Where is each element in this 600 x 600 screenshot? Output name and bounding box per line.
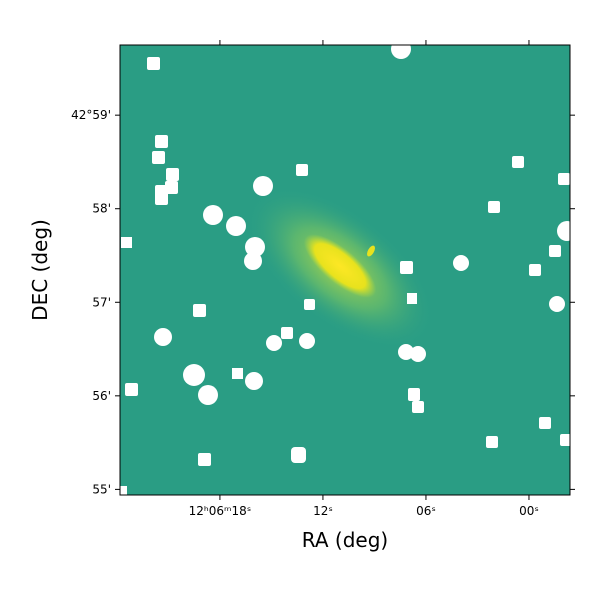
- mask: [120, 486, 127, 495]
- mask: [560, 434, 570, 446]
- mask: [166, 168, 179, 181]
- y-tick-label: 56': [92, 389, 111, 403]
- y-tick-label: 55': [92, 482, 111, 496]
- y-tick-label: 58': [92, 202, 111, 216]
- y-tick-label: 57': [92, 295, 111, 309]
- mask: [558, 173, 570, 185]
- mask: [203, 205, 223, 225]
- mask: [232, 368, 243, 379]
- mask: [557, 221, 570, 241]
- x-tick-label: 12ˢ: [313, 504, 333, 518]
- mask: [304, 299, 315, 310]
- satellite: [367, 245, 375, 257]
- y-axis-label: DEC (deg): [28, 219, 52, 321]
- mask: [529, 264, 541, 276]
- mask: [152, 151, 165, 164]
- mask: [410, 346, 426, 362]
- mask: [412, 401, 424, 413]
- x-tick-label: 00ˢ: [519, 504, 539, 518]
- y-tick-label: 42°59': [71, 108, 111, 122]
- mask: [296, 164, 308, 176]
- mask: [198, 385, 218, 405]
- mask: [549, 245, 561, 257]
- x-tick-label: 06ˢ: [416, 504, 436, 518]
- mask: [391, 45, 411, 59]
- image: [120, 45, 570, 495]
- mask: [486, 436, 498, 448]
- mask: [155, 185, 168, 205]
- galaxy-core: [303, 234, 377, 298]
- mask: [125, 383, 138, 396]
- mask: [253, 176, 273, 196]
- mask: [154, 328, 172, 346]
- masks: [120, 45, 570, 495]
- mask: [291, 447, 306, 463]
- x-axis-label: RA (deg): [302, 528, 388, 552]
- plot-frame: [119, 44, 571, 496]
- x-tick-label: 12ʰ06ᵐ18ˢ: [189, 504, 252, 518]
- mask: [281, 327, 293, 339]
- mask: [147, 57, 160, 70]
- mask: [193, 304, 206, 317]
- mask: [407, 293, 417, 304]
- mask: [398, 344, 414, 360]
- mask: [226, 216, 246, 236]
- mask: [266, 335, 282, 351]
- mask: [198, 453, 211, 466]
- mask: [400, 261, 413, 274]
- mask: [299, 333, 315, 349]
- mask: [165, 181, 178, 194]
- mask: [183, 364, 205, 386]
- mask: [244, 252, 262, 270]
- mask: [155, 135, 168, 148]
- mask: [245, 372, 263, 390]
- mask: [549, 296, 565, 312]
- mask: [488, 201, 500, 213]
- mask: [539, 417, 551, 429]
- mask: [121, 237, 132, 248]
- mask: [453, 255, 469, 271]
- mask: [245, 237, 265, 257]
- mask: [408, 388, 420, 401]
- mask: [512, 156, 524, 168]
